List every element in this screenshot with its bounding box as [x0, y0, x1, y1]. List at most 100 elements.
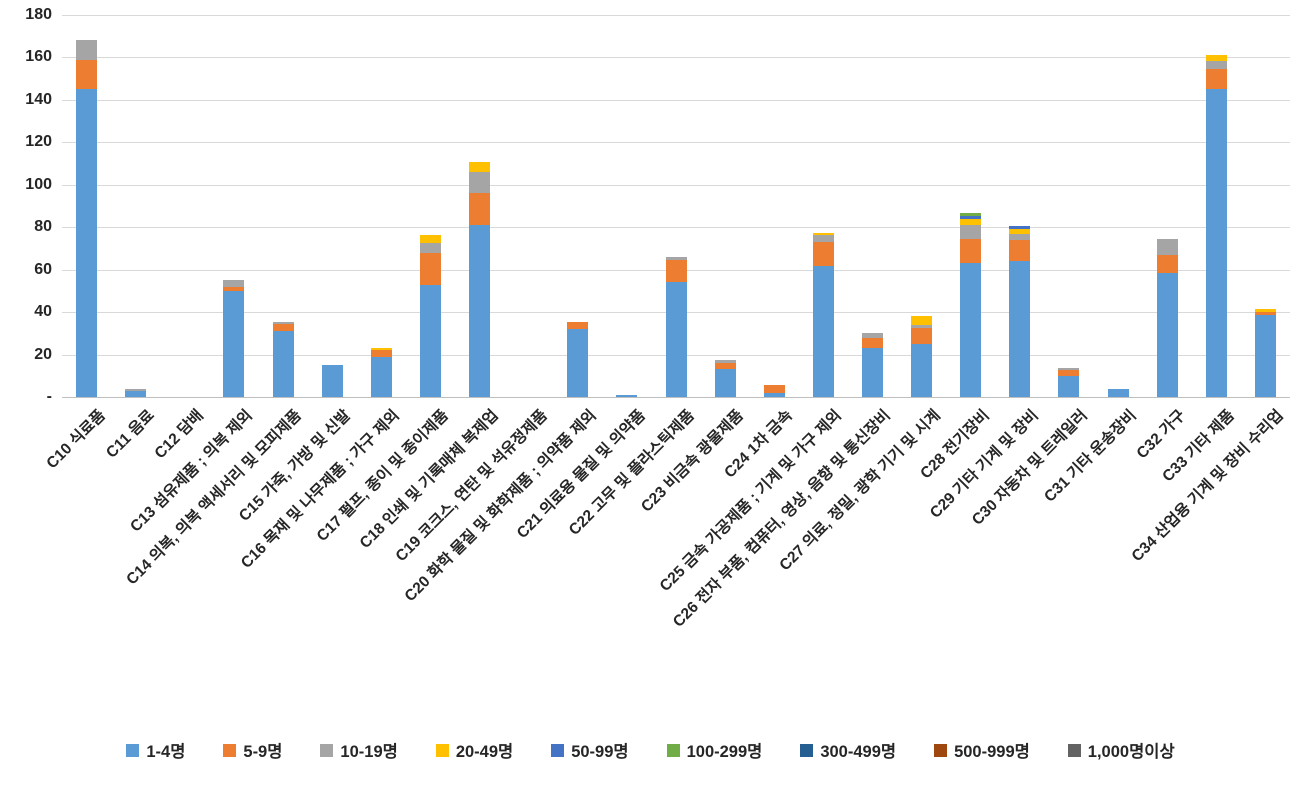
bar-segment [763, 392, 785, 397]
bar-segment [370, 356, 392, 397]
bar-stack-C25 [812, 232, 834, 397]
bar-stack-C20 [567, 321, 589, 397]
legend-item: 20-49명 [435, 738, 513, 762]
bar-segment [665, 260, 687, 283]
bar-segment [812, 242, 834, 267]
category-label: C10 식료품 [42, 406, 109, 473]
bar-segment [665, 256, 687, 261]
bar-segment [419, 284, 441, 397]
bar-segment [911, 316, 933, 325]
bar-segment [76, 89, 98, 397]
bar-segment [1205, 55, 1227, 61]
bar-stack-C32 [1156, 238, 1178, 397]
bar-segment [714, 363, 736, 370]
bar-stack-C11 [125, 388, 147, 397]
bar-segment [665, 282, 687, 397]
legend-item: 10-19명 [320, 738, 398, 762]
legend-swatch-icon [800, 743, 814, 757]
bar-segment [223, 280, 245, 287]
bar-segment [1009, 226, 1031, 230]
bar-stack-C17 [419, 234, 441, 397]
bar-segment [567, 329, 589, 397]
legend-label: 500-999명 [954, 743, 1030, 761]
legend-swatch-icon [934, 743, 948, 757]
legend-swatch-icon [1067, 743, 1081, 757]
legend-label: 5-9명 [243, 743, 283, 761]
legend-swatch-icon [666, 743, 680, 757]
legend-label: 1-4명 [146, 743, 186, 761]
bar-segment [223, 290, 245, 397]
bar-stack-C31 [1107, 388, 1129, 397]
bar-segment [1009, 233, 1031, 240]
bar-segment [714, 359, 736, 364]
bar-stack-C21 [616, 394, 638, 397]
legend-item: 100-299명 [666, 738, 762, 762]
bar-segment [861, 333, 883, 338]
bar-segment [567, 321, 589, 330]
bar-stack-C16 [370, 348, 392, 397]
legend-label: 50-99명 [571, 743, 629, 761]
bar-segment [1009, 261, 1031, 397]
y-tick-label: 80 [34, 218, 52, 236]
x-axis-line [62, 397, 1290, 398]
gridline [62, 15, 1290, 16]
bar-segment [616, 394, 638, 397]
bar-segment [223, 286, 245, 291]
bar-segment [76, 59, 98, 90]
bar-segment [321, 365, 343, 397]
y-tick-label: 100 [25, 175, 52, 193]
bar-segment [419, 243, 441, 253]
legend-swatch-icon [223, 743, 237, 757]
bar-segment [861, 348, 883, 397]
y-tick-label: 140 [25, 90, 52, 108]
gridline [62, 99, 1290, 101]
bar-stack-C18 [469, 162, 491, 397]
y-tick-label: 40 [34, 303, 52, 321]
legend-swatch-icon [435, 743, 449, 757]
bar-stack-C29 [1009, 226, 1031, 397]
bar-stack-C22 [665, 256, 687, 397]
bar-stack-C24 [763, 385, 785, 397]
bar-segment [469, 225, 491, 397]
bar-segment [125, 390, 147, 397]
bar-segment [419, 234, 441, 244]
bar-segment [1107, 388, 1129, 397]
bar-segment [1254, 308, 1276, 313]
bar-segment [1058, 368, 1080, 371]
bar-segment [370, 350, 392, 357]
bar-segment [1156, 238, 1178, 255]
y-tick-label: 160 [25, 48, 52, 66]
bar-stack-C15 [321, 365, 343, 397]
gridline [62, 184, 1290, 186]
bar-segment [812, 234, 834, 243]
bar-stack-C30 [1058, 368, 1080, 397]
bar-segment [272, 321, 294, 324]
bar-segment [272, 331, 294, 397]
bar-stack-C14 [272, 321, 294, 397]
bar-segment [1254, 312, 1276, 316]
bar-segment [960, 218, 982, 226]
legend-swatch-icon [126, 743, 140, 757]
bar-stack-C27 [911, 316, 933, 397]
bar-segment [469, 193, 491, 226]
bar-segment [960, 263, 982, 397]
y-tick-label: 180 [25, 6, 52, 23]
y-tick-label: 20 [34, 345, 52, 363]
legend-item: 500-999명 [934, 738, 1030, 762]
bar-segment [1205, 89, 1227, 397]
bar-segment [469, 172, 491, 194]
bar-segment [1009, 229, 1031, 234]
chart-legend: 1-4명 5-9명 10-19명 20-49명 50-99명 100-299명 300-49… [0, 738, 1301, 762]
bar-segment [960, 238, 982, 264]
bar-segment [1254, 315, 1276, 397]
bar-segment [911, 328, 933, 344]
bar-segment [960, 225, 982, 239]
bar-segment [911, 343, 933, 397]
legend-item: 5-9명 [223, 738, 282, 762]
bar-stack-C34 [1254, 308, 1276, 397]
legend-swatch-icon [551, 743, 565, 757]
bar-segment [1156, 254, 1178, 273]
bar-segment [1156, 272, 1178, 397]
bar-segment [1058, 375, 1080, 397]
